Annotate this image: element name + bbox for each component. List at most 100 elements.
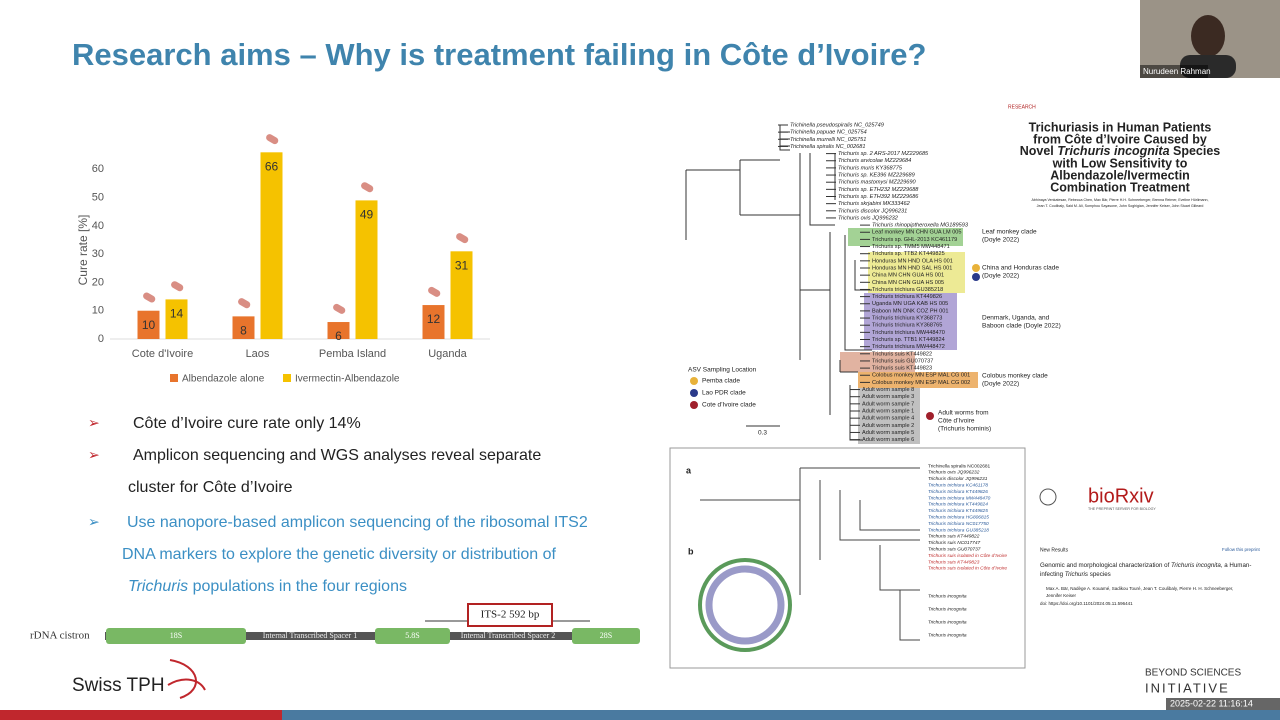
legend-dot — [690, 401, 698, 409]
swiss-tph-logo: Swiss TPH — [72, 675, 165, 696]
bullet-text: Amplicon sequencing and WGS analyses rev… — [133, 447, 541, 464]
figure-label: Trichuris trichiura HG806815 — [928, 514, 989, 520]
preprint-section: New Results — [1040, 547, 1069, 553]
rdna-line — [105, 632, 640, 640]
clade-label: Leaf monkey clade — [982, 229, 1037, 236]
preprint-title: infecting Trichuris species — [1040, 571, 1111, 578]
text-span: , a Human- — [1221, 562, 1252, 569]
tree-legend-label: Cote d’Ivoire clade — [702, 402, 756, 409]
y-tick-label: 40 — [92, 220, 104, 232]
biorxiv-tagline: THE PREPRINT SERVER FOR BIOLOGY — [1088, 507, 1156, 511]
figure-label: Trichuris incognita — [928, 632, 967, 638]
figure-label: Trichuris suis KT449823 — [928, 559, 980, 565]
clade-box — [858, 388, 920, 444]
figure-label: Trichuris suis NC017747 — [928, 540, 980, 546]
paper-authors: Jean T. Coulibaly, Said M. Ali, Somphou … — [1037, 204, 1204, 208]
paper-title: from Côte d’Ivoire Caused by — [1033, 132, 1207, 146]
pill-icon — [361, 182, 374, 193]
rdna-label: rDNA cistron — [30, 630, 90, 642]
taxon-label: Adult worm sample 5 — [862, 430, 914, 436]
clade-label: Adult worms from — [938, 410, 989, 417]
taxon-label: Trichuris mastomysi MZ229690 — [838, 180, 916, 186]
paper-title: Combination Treatment — [1050, 180, 1190, 194]
panel-letter: b — [688, 546, 694, 556]
rdna-segment: Internal Transcribed Spacer 1 — [263, 631, 357, 640]
text-span: populations in the four regions — [188, 578, 407, 595]
pill-icon — [333, 303, 346, 314]
value-label: 49 — [360, 208, 374, 222]
clade-label: (Doyle 2022) — [982, 381, 1019, 388]
figure-label: Trichuris trichiura KT449825 — [928, 508, 988, 514]
rdna-gene — [375, 628, 450, 644]
y-axis-label: Cure rate [%] — [76, 215, 90, 286]
figure-label: Trichuris suis KT449822 — [928, 534, 980, 540]
taxon-label: Trichuris suis KT449822 — [872, 351, 932, 357]
figure-label: Trichuris ovis JQ996232 — [928, 470, 980, 476]
swiss-tph-swoosh — [167, 659, 206, 699]
preprint-doi: doi: https://doi.org/10.1101/2024.05.11.… — [1040, 601, 1133, 606]
text-span: Trichuris incognita — [1057, 144, 1169, 158]
paper-title: with Low Sensitivity to — [1052, 156, 1188, 170]
taxon-label: Trichuris trichiura MW448470 — [872, 330, 945, 336]
x-tick-label: Cote d'Ivoire — [132, 348, 193, 360]
bullet-text: DNA markers to explore the genetic diver… — [122, 546, 557, 563]
text-span: Trichuris — [1065, 571, 1088, 578]
bar — [355, 200, 378, 339]
taxon-label: Trichuris suis GU070737 — [872, 358, 933, 364]
taxon-label: Trichinella spiralis NC_002681 — [790, 144, 865, 150]
x-tick-label: Uganda — [428, 348, 467, 360]
value-label: 8 — [240, 324, 247, 338]
taxon-label: Trichinella pseudospiralis NC_025749 — [790, 122, 884, 128]
taxon-label: Adult worm sample 4 — [862, 416, 914, 422]
y-tick-label: 0 — [98, 333, 104, 345]
value-label: 66 — [265, 159, 279, 173]
taxon-label: Trichuris trichiura GU385218 — [872, 287, 943, 293]
bullet-text: Trichuris populations in the four region… — [128, 578, 407, 595]
value-label: 12 — [427, 312, 441, 326]
biorxiv-logo: bioRxiv — [1088, 485, 1154, 507]
genome-ring — [705, 565, 785, 645]
figure-label: Trichuris trichiura KC461178 — [928, 482, 988, 488]
y-tick-label: 10 — [92, 305, 104, 317]
bar — [422, 305, 445, 339]
figure-label: Trichuris incognita — [928, 619, 967, 625]
paper-label: RESEARCH — [1008, 104, 1036, 110]
text-span: infecting — [1040, 571, 1065, 578]
taxon-label: Trichuris suis KT449823 — [872, 366, 932, 372]
initiative-top: BEYOND SCIENCES — [1145, 668, 1241, 679]
text-span: Species — [1170, 144, 1221, 158]
rdna-gene — [106, 628, 246, 644]
taxon-label: Uganda MN UGA KAB HS 005 — [872, 301, 948, 307]
taxon-label: Trichuris sp. ETH232 MZ229688 — [838, 187, 919, 193]
taxon-label: Honduras MN HND SAL HS 001 — [872, 265, 952, 271]
pill-icon — [171, 281, 184, 292]
bar — [260, 152, 283, 339]
bar — [165, 299, 188, 339]
value-label: 14 — [170, 307, 184, 321]
clade-dot — [926, 412, 934, 420]
bar-red — [0, 710, 282, 720]
taxon-label: Colobus monkey MN ESP MAL CG 001 — [872, 373, 970, 379]
text-span: species — [1088, 571, 1111, 578]
figure-label: Trichuris suis isolated in Côte d’Ivoire — [928, 553, 1007, 559]
bar — [137, 310, 160, 339]
taxon-label: Trichuris sp. 2 ARS-2017 MZ229685 — [838, 151, 929, 157]
pill-icon — [428, 286, 441, 297]
bar-blue — [282, 710, 1280, 720]
rdna-segment: 18S — [170, 631, 182, 640]
clade-dot — [972, 264, 980, 272]
clade-box — [840, 352, 915, 372]
bullet-text: cluster for Côte d’Ivoire — [128, 479, 293, 496]
legend-label: Ivermectin-Albendazole — [295, 374, 400, 385]
taxon-label: Trichuris sp. KE396 MZ229689 — [838, 173, 915, 179]
clade-label: Denmark, Uganda, and — [982, 315, 1050, 322]
bullet-text: Use nanopore-based amplicon sequencing o… — [127, 514, 588, 531]
preprint-title: Genomic and morphological characterizati… — [1040, 562, 1251, 569]
taxon-label: Trichuris trichiura MW448472 — [872, 344, 945, 350]
panel-letter: a — [686, 465, 692, 475]
figure-label: Trichuris trichiura KT449824 — [928, 502, 988, 508]
taxon-label: Trichuris sp. GHL-2013 KC461179 — [872, 237, 957, 243]
bullet-arrow: ➢ — [88, 447, 100, 463]
paper-title: Albendazole/Ivermectin — [1050, 168, 1190, 182]
